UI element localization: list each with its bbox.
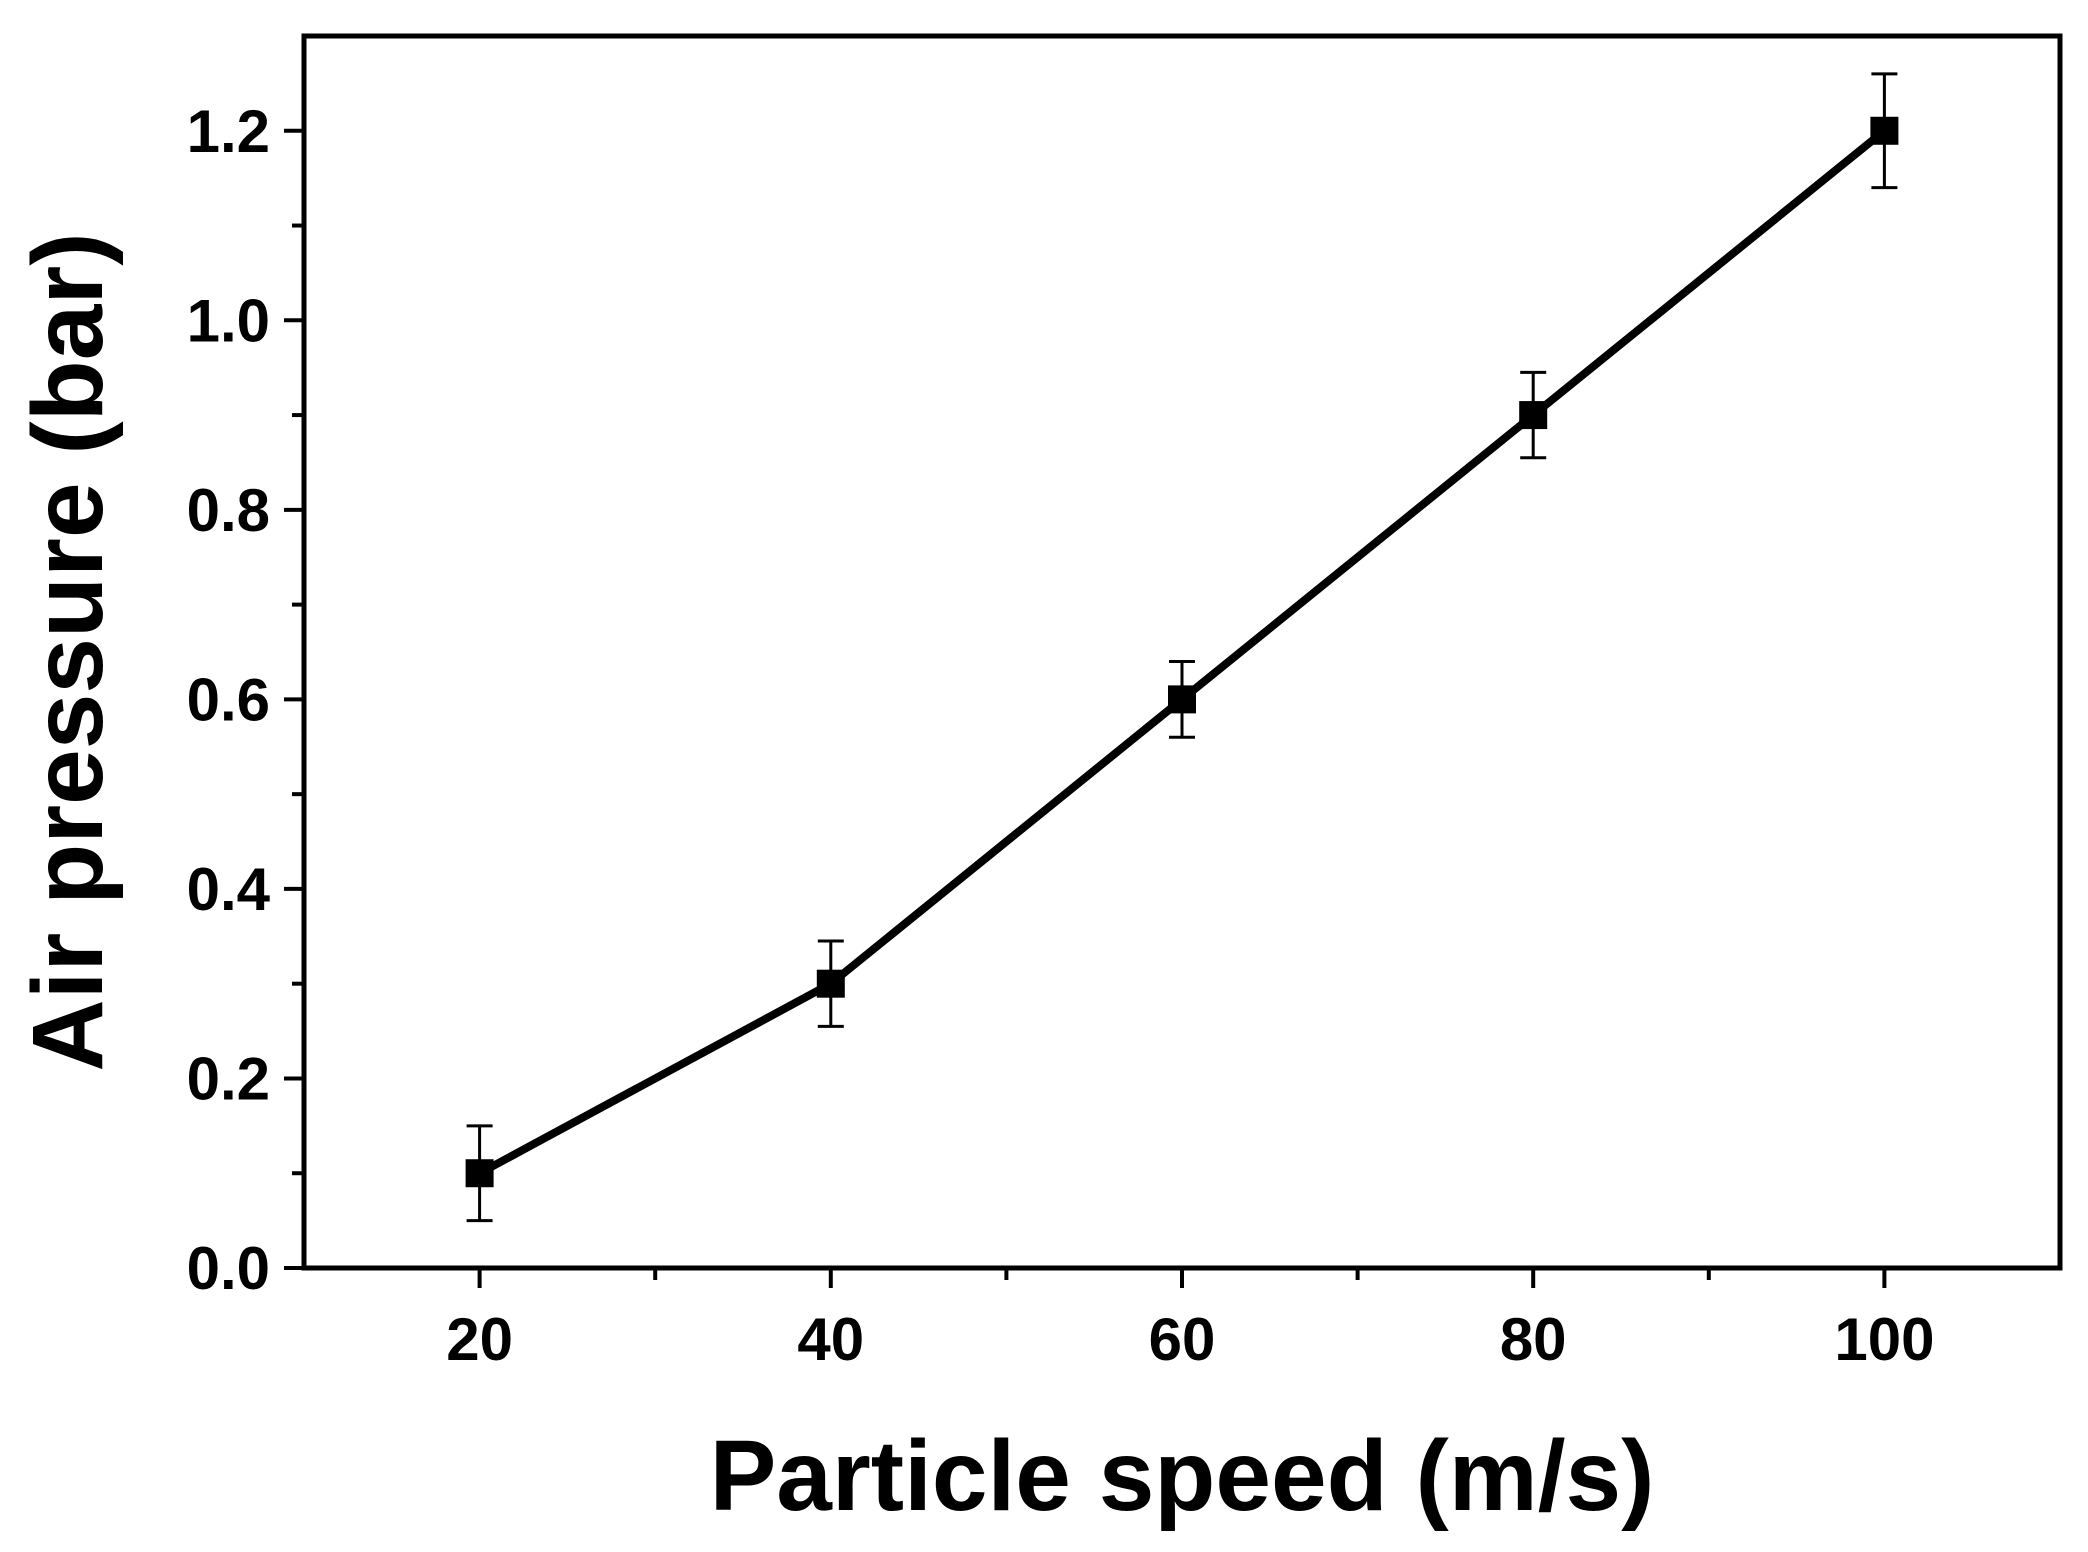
x-tick-label: 20 — [446, 1306, 513, 1373]
data-point-marker — [1870, 116, 1899, 145]
data-point-marker — [465, 1159, 494, 1188]
y-tick-label: 0.0 — [187, 1235, 270, 1302]
y-tick-label: 0.2 — [187, 1045, 270, 1112]
data-point-marker — [1168, 685, 1196, 714]
y-tick-label: 1.0 — [187, 287, 270, 354]
y-tick-label: 0.6 — [187, 666, 270, 733]
data-point-marker — [1519, 401, 1548, 430]
data-series — [465, 72, 1899, 1223]
x-tick-label: 60 — [1149, 1306, 1216, 1373]
x-tick-label: 100 — [1834, 1306, 1934, 1373]
y-tick-label: 0.4 — [187, 856, 271, 923]
y-tick-label: 1.2 — [187, 98, 270, 165]
x-tick-label: 40 — [797, 1306, 864, 1373]
y-tick-label: 0.8 — [187, 477, 270, 544]
y-axis-title: Air pressure (bar) — [12, 232, 124, 1071]
data-point-marker — [816, 969, 845, 998]
axis-tick-labels: 20 40 60 80 100 0.0 0.2 0.4 0.6 0.8 1.0 1.2 — [187, 98, 1935, 1373]
x-tick-label: 80 — [1500, 1306, 1567, 1373]
x-axis-title: Particle speed (m/s) — [710, 1420, 1655, 1532]
axis-ticks — [284, 128, 1887, 1288]
